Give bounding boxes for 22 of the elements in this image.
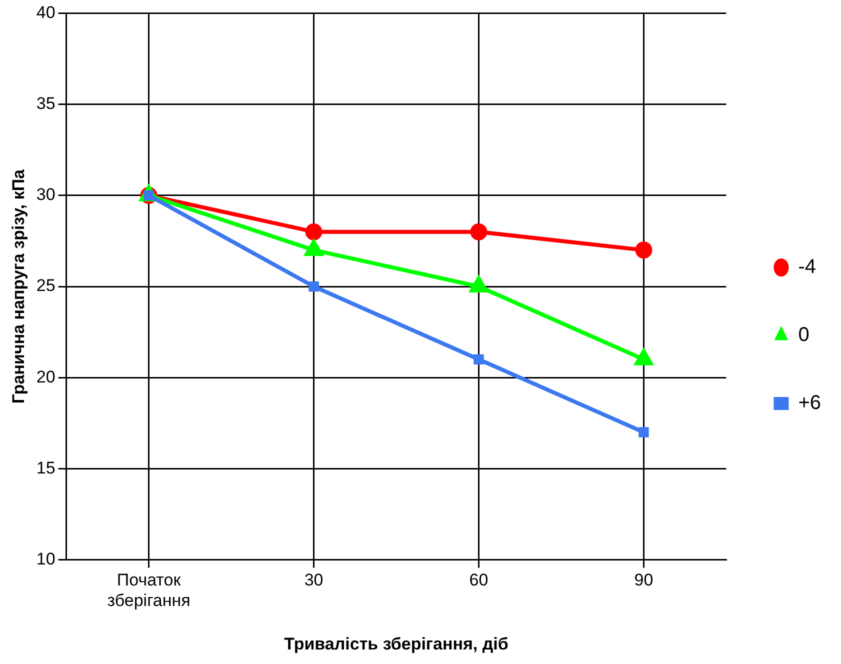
point bbox=[638, 427, 649, 438]
x-axis-title: Тривалість зберігання, діб bbox=[284, 634, 508, 654]
y-tick-label: 30 bbox=[36, 185, 56, 204]
x-tick-label: 90 bbox=[634, 570, 654, 590]
point bbox=[308, 281, 319, 292]
point bbox=[635, 242, 652, 259]
x-tick-label: 30 bbox=[304, 570, 324, 590]
y-tick-label: 25 bbox=[36, 276, 56, 296]
y-tick-label: 40 bbox=[36, 2, 56, 22]
y-axis-title: Гранична напруга зрізу, кПа bbox=[8, 168, 28, 404]
legend-label: -4 bbox=[798, 256, 816, 278]
y-tick-label: 15 bbox=[36, 458, 56, 478]
legend-label: 0 bbox=[798, 324, 810, 346]
legend-label: +6 bbox=[798, 392, 822, 414]
y-tick-label: 20 bbox=[36, 367, 56, 386]
point bbox=[474, 354, 484, 364]
point bbox=[470, 223, 488, 240]
y-tick-label: 35 bbox=[36, 94, 56, 113]
y-tick-label: 10 bbox=[36, 549, 56, 568]
x-tick-label: 60 bbox=[469, 570, 488, 590]
x-tick-label: Початок зберігання bbox=[107, 570, 190, 610]
point bbox=[305, 223, 322, 240]
